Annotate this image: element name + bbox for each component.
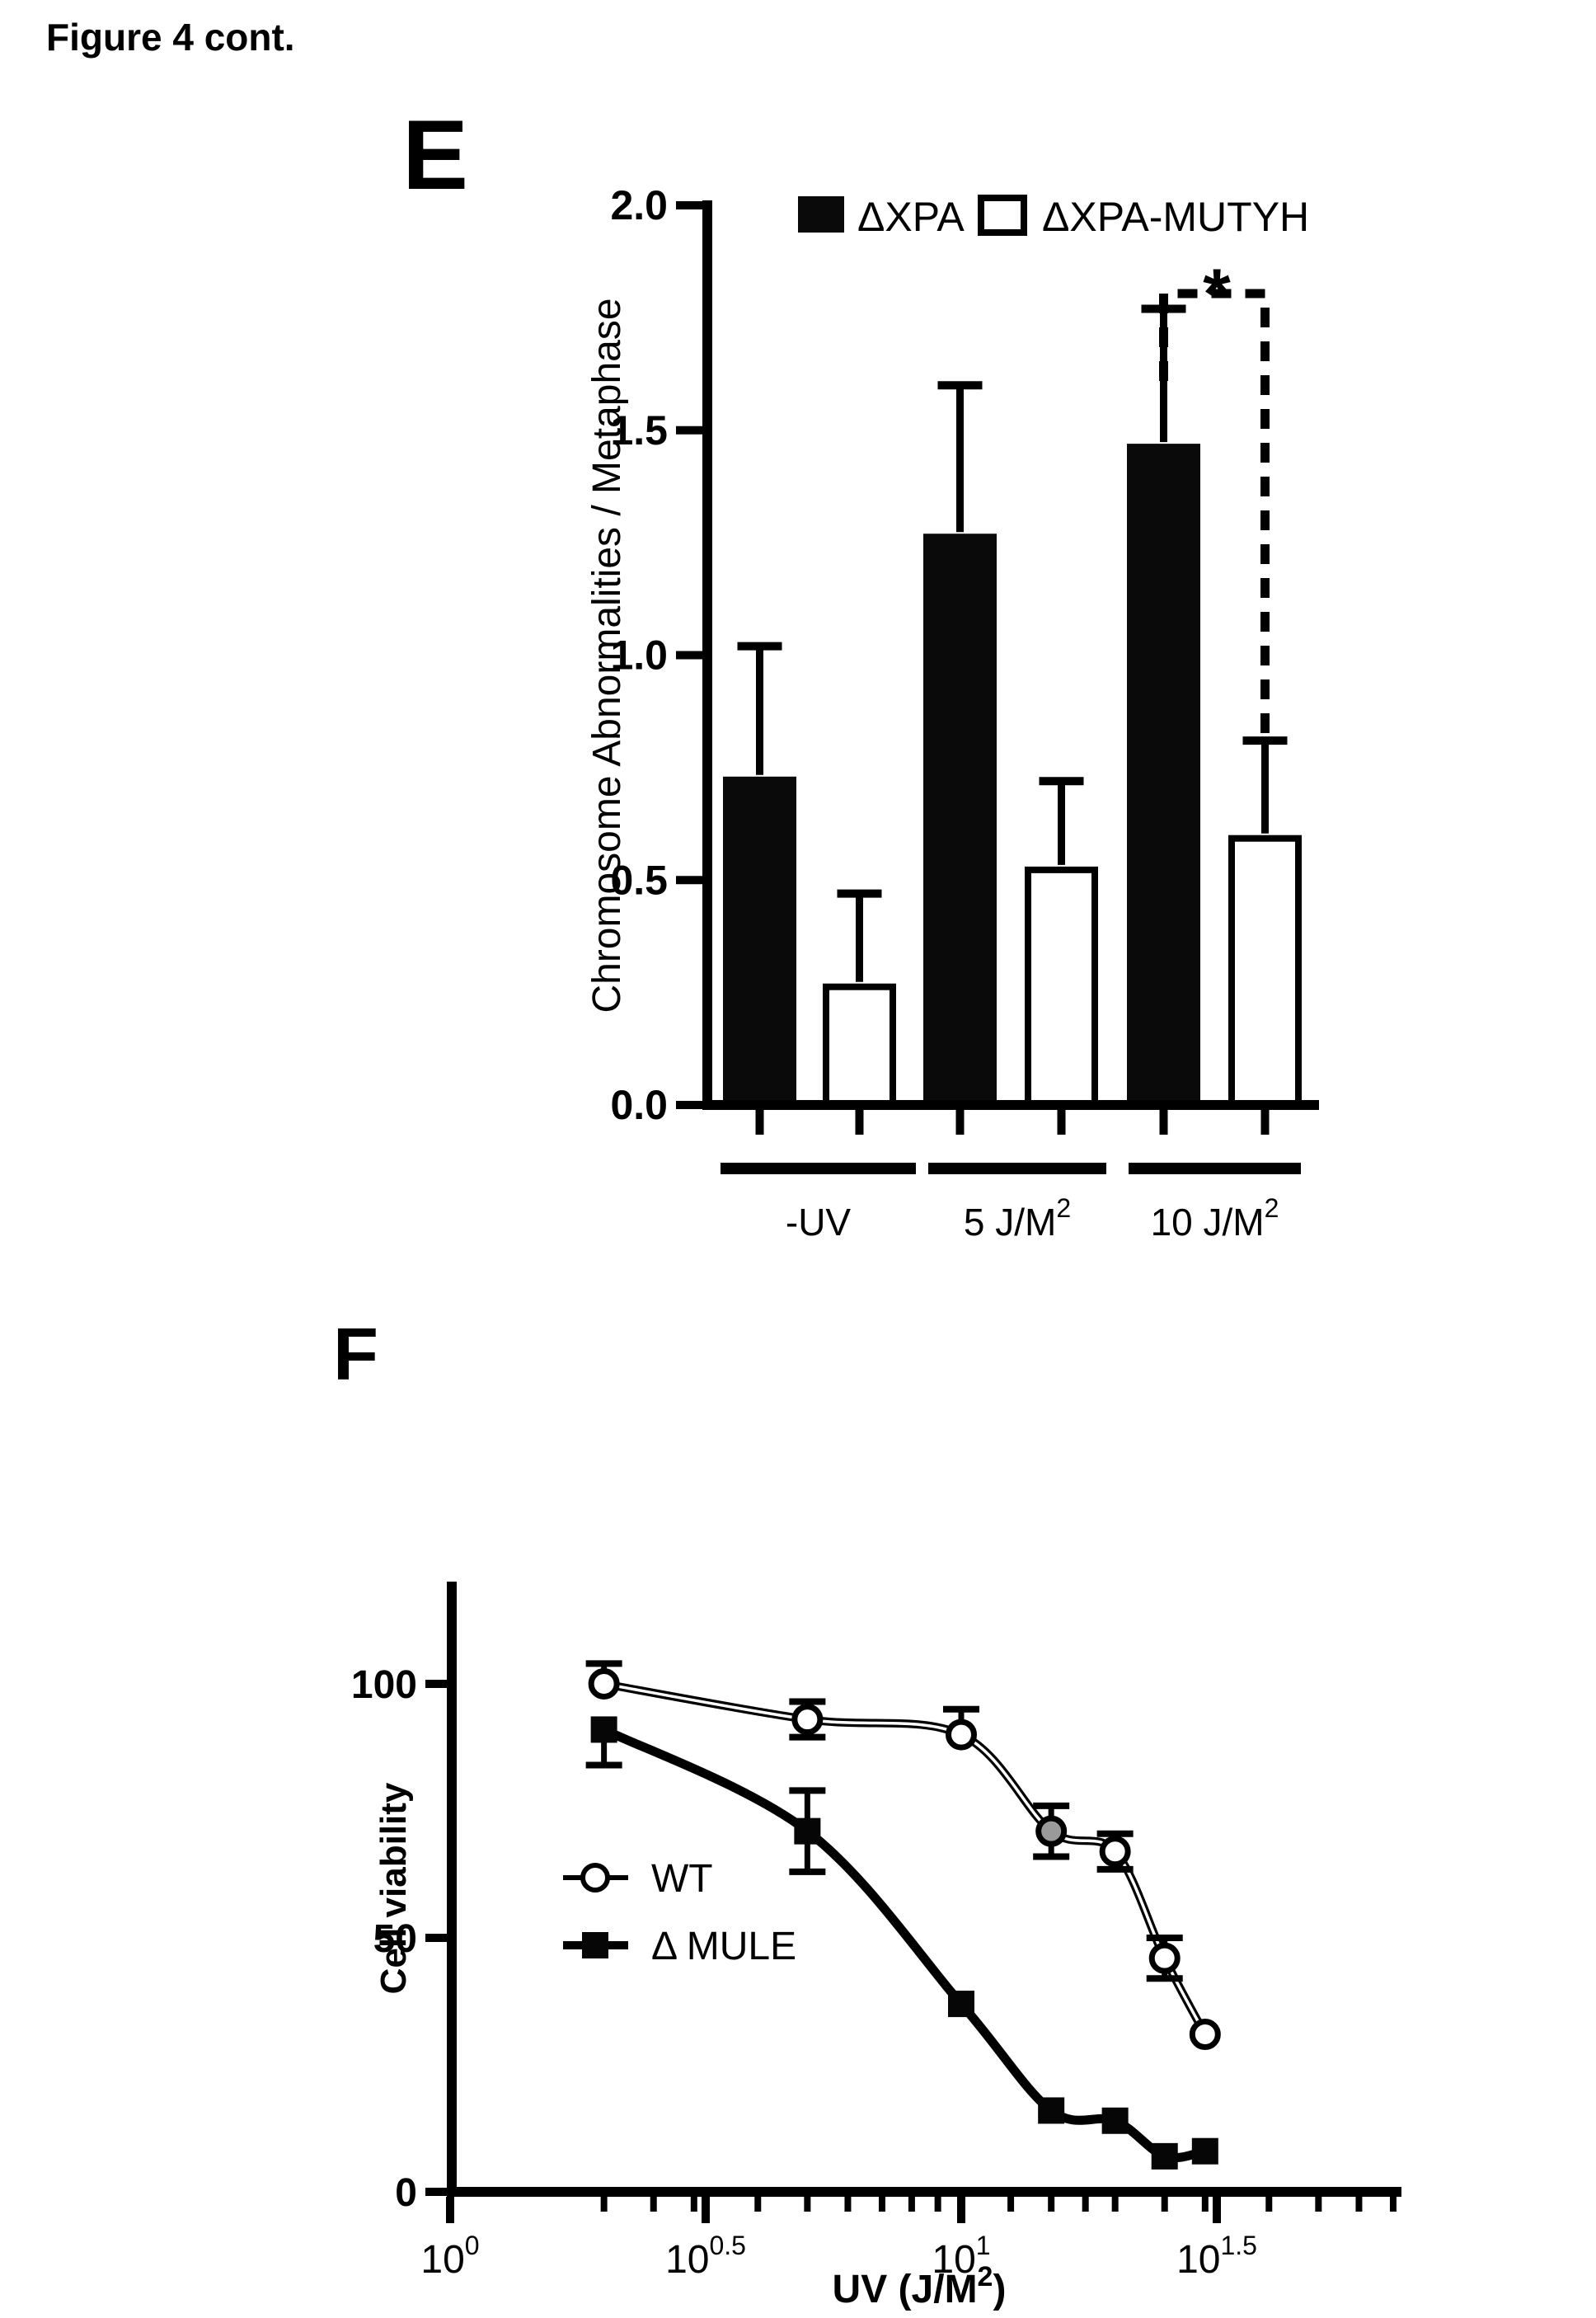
panel-e-letter: E [402, 100, 469, 210]
wt-data-point [791, 1704, 824, 1736]
panel-f-chart: 0 50 100 100 100.5 101 101.5 WT Δ MULE Cell viabi… [351, 1582, 1401, 2311]
bar [923, 534, 997, 1105]
bar [823, 983, 896, 1108]
legend-label: ΔXPA-MUTYH [1042, 194, 1309, 240]
category-label: 5 J/M2 [964, 1193, 1071, 1244]
bar [1127, 444, 1200, 1105]
panel-f-legend: WT Δ MULE [563, 1857, 796, 1968]
panel-e-legend: ΔXPA ΔXPA-MUTYH [798, 194, 1309, 240]
y-tick-label: 0.0 [610, 1082, 668, 1128]
bar [1025, 866, 1098, 1108]
x-axis [702, 1100, 1319, 1110]
wt-data-point [1099, 1836, 1131, 1868]
wt-data-point [588, 1668, 620, 1700]
y-tick-label: 2.0 [610, 182, 668, 228]
x-tick-label: 100 [420, 2231, 479, 2282]
x-tick-label: 100.5 [665, 2231, 746, 2282]
y-axis [702, 200, 712, 1110]
y-axis-title: Chromosome Abnormalities / Metaphase [585, 298, 629, 1013]
panel-e-chart: ΔXPA ΔXPA-MUTYH 0.0 0.5 1.0 1.5 2.0 -UV 5 J/M2 10… [585, 182, 1319, 1244]
y-axis-title: Cell viability [373, 1782, 414, 1994]
significance-bracket [1159, 289, 1270, 738]
x-tick-label: 101.5 [1176, 2231, 1257, 2282]
panel-f-letter: F [333, 1314, 378, 1396]
category-underline [928, 1163, 1106, 1174]
bar [723, 776, 796, 1105]
y-tick-label: 0 [395, 2171, 417, 2215]
category-underline [721, 1163, 916, 1174]
category-underline [1129, 1163, 1301, 1174]
mule-data-point [1101, 2107, 1129, 2134]
figure-title: Figure 4 cont. [46, 16, 295, 59]
y-tick-label: 1.0 [610, 632, 668, 679]
x-tick-label: 101 [932, 2231, 990, 2282]
x-axis [447, 2187, 1401, 2197]
y-tick-label: 0.5 [610, 857, 668, 903]
wt-data-point [946, 1719, 977, 1751]
legend-marker-open-circle [580, 1863, 610, 1892]
mule-data-point [590, 1716, 617, 1743]
y-tick-label: 100 [351, 1663, 417, 1707]
x-axis-title: UV (J/M2) [833, 2261, 1007, 2311]
mule-data-point [948, 1991, 974, 2018]
legend-label: ΔXPA [857, 194, 965, 240]
y-axis [447, 1582, 457, 2197]
legend-label: WT [651, 1857, 713, 1901]
legend-marker-filled-square [582, 1932, 608, 1958]
mule-curve [599, 1724, 1210, 2163]
mule-data-point [1151, 2142, 1178, 2170]
bar [1228, 835, 1302, 1108]
legend-label: Δ MULE [651, 1925, 796, 1968]
legend-swatch-filled [798, 196, 844, 233]
wt-data-point [1189, 2019, 1221, 2051]
significance-asterisk: * [1203, 255, 1231, 334]
category-label: 10 J/M2 [1151, 1193, 1279, 1244]
category-label: -UV [786, 1201, 852, 1244]
wt-data-point [1148, 1942, 1181, 1974]
mule-data-point [1191, 2137, 1218, 2165]
mule-data-point [794, 1817, 821, 1845]
mule-data-point [1038, 2097, 1065, 2124]
y-tick-label: 1.5 [610, 407, 668, 454]
y-tick-label: 50 [373, 1917, 417, 1961]
legend-swatch-open [978, 195, 1027, 236]
wt-data-point [1035, 1815, 1068, 1847]
